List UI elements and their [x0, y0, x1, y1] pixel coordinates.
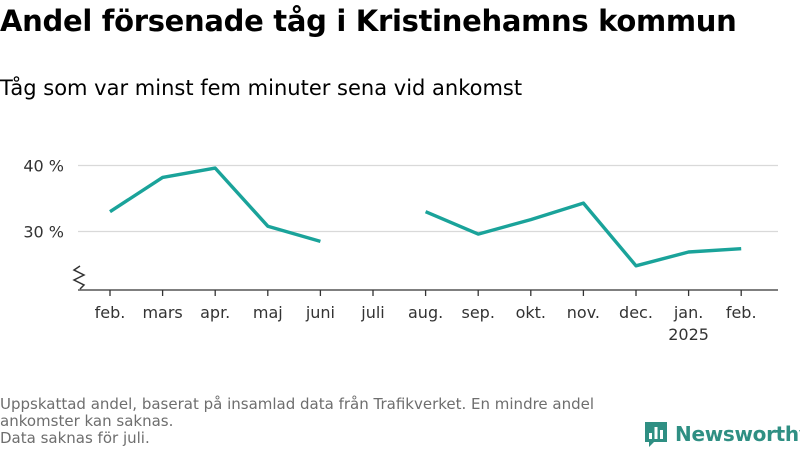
x-tick-label: sep.: [461, 303, 494, 322]
x-year-label: 2025: [668, 325, 709, 344]
series-line-segment: [109, 166, 321, 244]
y-tick-label: 30 %: [23, 223, 64, 242]
x-tick-label: okt.: [516, 303, 546, 322]
x-tick-label: aug.: [408, 303, 443, 322]
x-tick-label: juli: [360, 303, 384, 322]
newsworthy-logo[interactable]: Newsworthy: [643, 420, 800, 448]
footnote-source-cont: ankomster kan saknas.: [0, 412, 174, 430]
logo-text: Newsworthy: [675, 422, 800, 446]
line-chart: 30 % 40 % feb. mars apr. maj juni juli aug. sep. o…: [23, 157, 778, 344]
footnotes: Uppskattad andel, baserat på insamlad da…: [0, 396, 630, 447]
y-tick-label: 40 %: [23, 157, 64, 176]
x-tick-label: apr.: [200, 303, 230, 322]
x-tick-label: juni: [305, 303, 335, 322]
chart-title: Andel försenade tåg i Kristinehamns komm…: [0, 4, 737, 38]
axis-layer: 30 % 40 % feb. mars apr. maj juni juli aug. sep. o…: [23, 157, 778, 344]
series-line-segment: [424, 201, 742, 268]
x-tick-label: dec.: [619, 303, 653, 322]
x-tick-label: nov.: [567, 303, 600, 322]
x-tick-label: mars: [142, 303, 182, 322]
x-tick-label: maj: [253, 303, 283, 322]
x-tick-label: jan.: [673, 303, 703, 322]
bar-chart-icon: [645, 422, 667, 447]
x-tick-label: feb.: [95, 303, 126, 322]
x-tick-label: feb.: [726, 303, 757, 322]
footnote-missing-data: Data saknas för juli.: [0, 429, 150, 447]
grid-layer: [78, 164, 778, 233]
footnote-source: Uppskattad andel, baserat på insamlad da…: [0, 395, 595, 413]
chart-subtitle: Tåg som var minst fem minuter sena vid a…: [0, 76, 523, 100]
series-layer: [109, 166, 742, 268]
axis-break-icon: [72, 265, 86, 290]
